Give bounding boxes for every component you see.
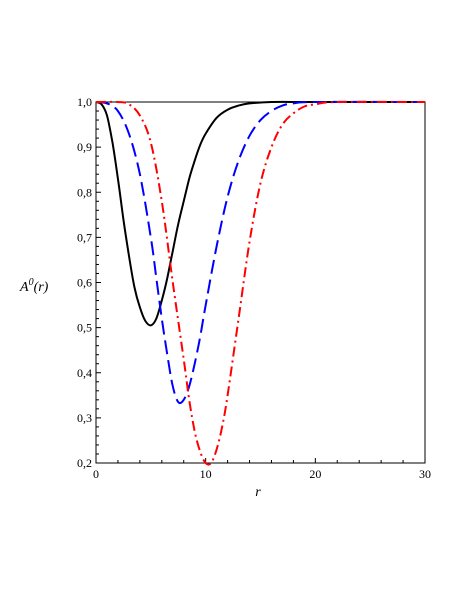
x-tick-label: 20 (309, 467, 321, 481)
y-axis-label: A0(r) (19, 277, 49, 295)
y-tick-label: 0,3 (77, 411, 92, 425)
series-line-solid (95, 100, 425, 327)
x-axis-ticks: 0 10 20 30 (93, 458, 431, 481)
x-axis-label: r (255, 485, 261, 500)
y-axis-label-base: A (19, 280, 29, 295)
x-tick-label: 0 (93, 467, 99, 481)
series-line-dashed (95, 100, 426, 405)
y-tick-label: 0,2 (77, 456, 92, 470)
y-tick-label: 0,5 (77, 321, 92, 335)
y-axis-ticks: 0,2 0,3 0,4 0,5 0,6 0,7 0,8 0,9 1,0 (77, 95, 101, 470)
series-layer (95, 100, 426, 466)
y-tick-label: 0,6 (77, 276, 92, 290)
x-tick-label: 10 (200, 467, 212, 481)
x-tick-label: 30 (419, 467, 431, 481)
y-axis-label-superscript: 0 (29, 277, 34, 288)
y-axis-label-argument: (r) (34, 280, 49, 295)
plot-frame (95, 101, 426, 464)
y-tick-label: 0,7 (77, 230, 92, 244)
series-line-dashdot (95, 100, 426, 466)
y-tick-label: 0,9 (77, 140, 92, 154)
y-tick-label: 1,0 (77, 95, 92, 109)
y-tick-label: 0,4 (77, 366, 92, 380)
y-tick-label: 0,8 (77, 185, 92, 199)
